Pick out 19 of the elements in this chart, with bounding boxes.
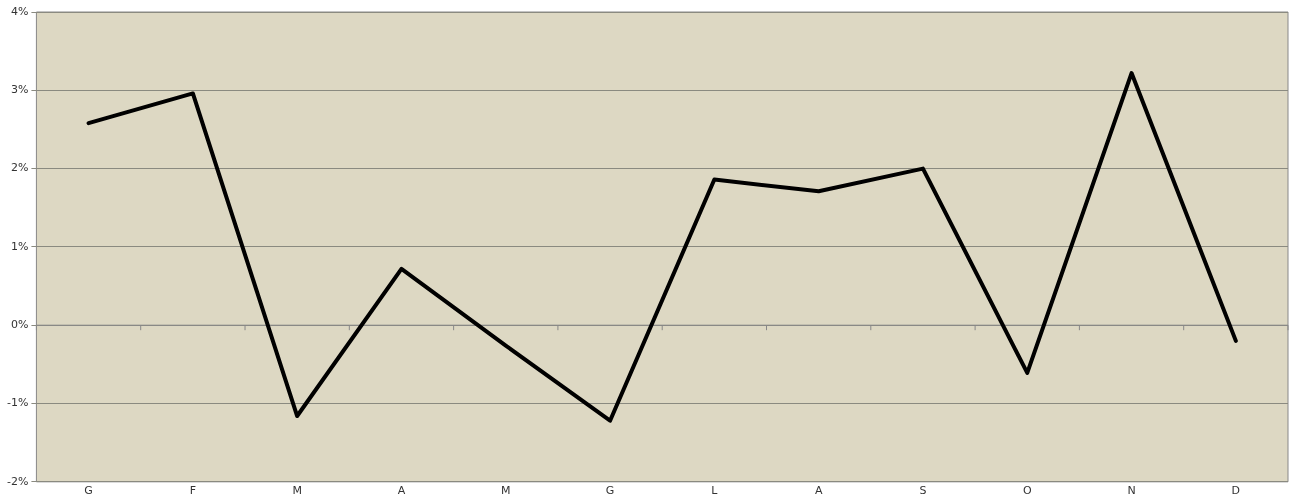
x-tick-label: G	[84, 484, 93, 498]
y-tick-label: -1%	[7, 396, 29, 410]
x-tick-label: A	[814, 484, 823, 498]
y-tick-label: 1%	[10, 239, 29, 253]
x-tick-label: D	[1231, 484, 1241, 498]
y-tick-label: 0%	[10, 318, 29, 332]
x-tick-label: S	[919, 484, 927, 498]
x-tick-label: M	[501, 484, 511, 498]
y-tick-label: 4%	[10, 4, 29, 18]
x-tick-label: O	[1022, 484, 1032, 498]
x-tick-label: N	[1127, 484, 1136, 498]
y-tick-label: 3%	[10, 83, 29, 97]
x-tick-label: F	[189, 484, 197, 498]
x-tick-label: G	[605, 484, 615, 498]
x-tick-label: M	[292, 484, 302, 498]
y-tick-label: 2%	[10, 161, 29, 175]
x-tick-label: L	[711, 484, 719, 498]
x-tick-label: A	[397, 484, 406, 498]
y-tick-label: -2%	[7, 474, 29, 488]
